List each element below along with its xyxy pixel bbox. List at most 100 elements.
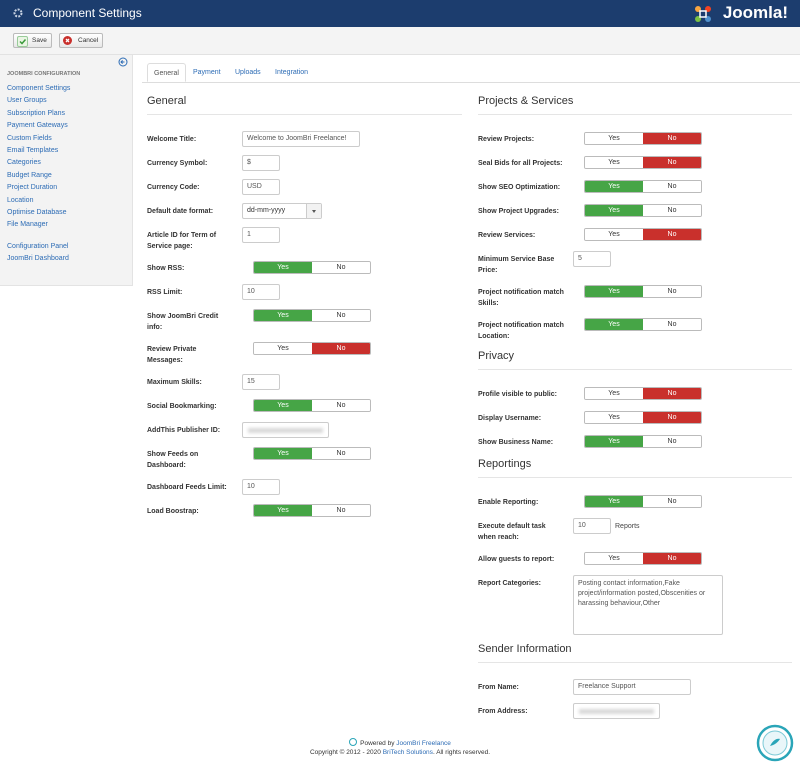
toggle-yes[interactable]: Yes xyxy=(254,343,312,354)
field-control: Yes No xyxy=(573,551,702,565)
text-input[interactable]: 10 xyxy=(242,479,280,495)
form-section: Privacy Profile visible to public: Yes No Di… xyxy=(478,350,792,450)
toggle-yes[interactable]: Yes xyxy=(585,412,643,423)
toggle-yes[interactable]: Yes xyxy=(254,448,312,459)
form-row: Show SEO Optimization: Yes No xyxy=(478,179,792,195)
toggle-yes[interactable]: Yes xyxy=(585,133,643,144)
text-input[interactable]: $ xyxy=(242,155,280,171)
toggle-no[interactable]: No xyxy=(312,400,370,411)
toggle-no[interactable]: No xyxy=(643,286,701,297)
toggle-yes[interactable]: Yes xyxy=(254,262,312,273)
toggle-no[interactable]: No xyxy=(643,436,701,447)
text-input[interactable]: 5 xyxy=(573,251,611,267)
sidebar-link[interactable]: Optimise Database xyxy=(7,209,67,217)
field-label: Default date format: xyxy=(147,208,214,215)
form-row: Project notification match Location: Yes N… xyxy=(478,317,792,342)
cancel-button[interactable]: Cancel xyxy=(59,33,104,48)
sidebar-link[interactable]: Project Duration xyxy=(7,184,58,192)
toggle-yes[interactable]: Yes xyxy=(585,319,643,330)
field-control: 5 xyxy=(573,251,611,267)
field-label: From Address: xyxy=(478,708,528,715)
powered-link[interactable]: JoomBri Freelance xyxy=(396,740,451,747)
form-row: Social Bookmarking: Yes No xyxy=(147,398,462,414)
form-row: Default date format: dd-mm-yyyy xyxy=(147,203,462,219)
sidebar-link[interactable]: Subscription Plans xyxy=(7,109,65,117)
collapse-button[interactable] xyxy=(118,57,128,67)
tab[interactable]: Uploads xyxy=(235,69,261,76)
section-title: Projects & Services xyxy=(478,95,792,115)
sidebar-link[interactable]: JoomBri Dashboard xyxy=(7,255,69,263)
toggle-no[interactable]: No xyxy=(643,496,701,507)
toggle-yes[interactable]: Yes xyxy=(254,310,312,321)
text-input[interactable]: 10 xyxy=(242,284,280,300)
sidebar-link[interactable]: File Manager xyxy=(7,221,48,229)
sidebar-link[interactable]: Budget Range xyxy=(7,171,52,179)
toggle-no[interactable]: No xyxy=(312,310,370,321)
sidebar-link[interactable]: Component Settings xyxy=(7,85,71,92)
text-input[interactable]: 15 xyxy=(242,374,280,390)
toggle-yes[interactable]: Yes xyxy=(585,496,643,507)
field-label: Project notification match Skills: xyxy=(478,289,564,307)
sidebar-link[interactable]: Location xyxy=(7,196,34,204)
toggle-yes[interactable]: Yes xyxy=(254,400,312,411)
toggle-no[interactable]: No xyxy=(643,412,701,423)
tab[interactable]: General xyxy=(147,63,186,82)
toggle-yes[interactable]: Yes xyxy=(585,436,643,447)
tab[interactable]: Payment xyxy=(193,69,221,76)
toggle-yes[interactable]: Yes xyxy=(585,205,643,216)
toggle-no[interactable]: No xyxy=(643,157,701,168)
field-label: Allow guests to report: xyxy=(478,556,555,563)
sidebar-link[interactable]: Categories xyxy=(7,159,41,167)
redacted-input[interactable] xyxy=(242,422,329,438)
toggle-yes[interactable]: Yes xyxy=(585,181,643,192)
toggle-no[interactable]: No xyxy=(643,205,701,216)
toggle-no[interactable]: No xyxy=(643,181,701,192)
sidebar-links: Component Settings User Groups Subscriptio… xyxy=(7,83,70,232)
field-label: Currency Symbol: xyxy=(147,160,208,167)
toggle-no[interactable]: No xyxy=(312,343,370,354)
toggle-yes[interactable]: Yes xyxy=(585,229,643,240)
toggle-yes[interactable]: Yes xyxy=(585,388,643,399)
field-control: Yes No xyxy=(573,317,702,331)
textarea-input[interactable]: Posting contact information,Fake project… xyxy=(573,575,723,635)
text-input[interactable]: USD xyxy=(242,179,280,195)
toggle-yes[interactable]: Yes xyxy=(585,286,643,297)
field-label: Enable Reporting: xyxy=(478,499,539,506)
toggle-no[interactable]: No xyxy=(643,319,701,330)
toggle-no[interactable]: No xyxy=(312,262,370,273)
text-input[interactable]: Welcome to JoomBri Freelance! xyxy=(242,131,360,147)
toggle-yes[interactable]: Yes xyxy=(585,553,643,564)
tab[interactable]: Integration xyxy=(275,69,309,76)
form-section: General Welcome Title: Welcome to JoomBri … xyxy=(147,95,462,519)
field-control: 10 Reports xyxy=(573,518,640,534)
sidebar-link[interactable]: Email Templates xyxy=(7,147,59,155)
field-control: Yes No xyxy=(242,503,371,517)
text-input[interactable]: 1 xyxy=(242,227,280,243)
yes-no-toggle: Yes No xyxy=(253,261,371,274)
text-input[interactable]: Freelance Support xyxy=(573,679,691,695)
sidebar-link[interactable]: Payment Gateways xyxy=(7,122,68,130)
toggle-no[interactable]: No xyxy=(643,388,701,399)
sidebar-link[interactable]: User Groups xyxy=(7,97,47,105)
toggle-no[interactable]: No xyxy=(312,505,370,516)
toggle-yes[interactable]: Yes xyxy=(585,157,643,168)
form-row: Review Projects: Yes No xyxy=(478,131,792,147)
toggle-no[interactable]: No xyxy=(643,133,701,144)
sidebar-link[interactable]: Configuration Panel xyxy=(7,243,69,250)
field-label: Social Bookmarking: xyxy=(147,403,217,410)
text-input[interactable]: 10 xyxy=(573,518,611,534)
toggle-no[interactable]: No xyxy=(312,448,370,459)
toggle-no[interactable]: No xyxy=(643,553,701,564)
field-control: Yes No xyxy=(573,284,702,298)
company-link[interactable]: BriTech Solutions xyxy=(382,749,433,756)
sidebar-link[interactable]: Custom Fields xyxy=(7,134,52,142)
field-label: Show RSS: xyxy=(147,265,185,272)
toggle-yes[interactable]: Yes xyxy=(254,505,312,516)
redacted-input[interactable] xyxy=(573,703,660,719)
field-label: Show SEO Optimization: xyxy=(478,184,561,191)
select-input[interactable]: dd-mm-yyyy xyxy=(242,203,322,219)
support-badge[interactable] xyxy=(756,724,794,762)
toggle-no[interactable]: No xyxy=(643,229,701,240)
field-control xyxy=(242,422,329,438)
save-button[interactable]: Save xyxy=(13,33,52,48)
